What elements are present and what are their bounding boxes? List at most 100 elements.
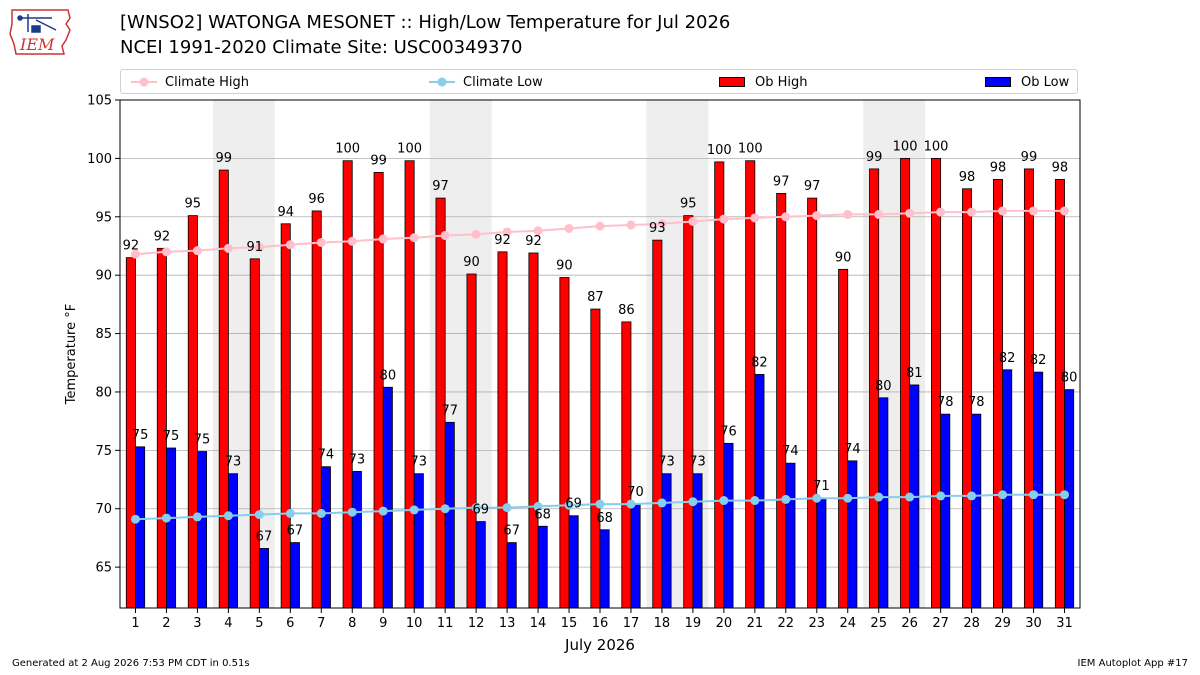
ob-high-label: 99 [1021, 150, 1038, 165]
climate-low-point [1029, 490, 1039, 500]
ob-high-label: 98 [1052, 160, 1069, 175]
climate-high-point [626, 220, 636, 230]
climate-high-point [750, 213, 760, 223]
x-tick-label: 18 [654, 616, 671, 631]
ob-low-bar [971, 413, 982, 609]
ob-low-label: 73 [411, 455, 428, 470]
ob-high-bar [776, 193, 787, 609]
climate-high-point [316, 237, 326, 247]
x-tick-label: 17 [623, 616, 640, 631]
ob-high-label: 91 [246, 240, 263, 255]
climate-low-point [161, 513, 171, 523]
ob-low-label: 67 [503, 524, 520, 539]
climate-high-point [440, 230, 450, 240]
y-axis-label: Temperature °F [64, 304, 79, 405]
ob-low-bar [413, 473, 424, 609]
y-tick-label: 105 [87, 94, 112, 109]
climate-lines [130, 206, 1070, 524]
ob-low-label: 76 [720, 424, 737, 439]
climate-high-point [936, 207, 946, 217]
ob-low-bar [289, 542, 300, 609]
logo-text: IEM [19, 35, 55, 54]
ob-low-bar [506, 542, 517, 609]
climate-high-point [285, 240, 295, 250]
ob-low-label: 69 [472, 503, 489, 518]
climate-high-point [812, 211, 822, 221]
ob-low-bar [568, 515, 579, 609]
ob-high-label: 99 [866, 150, 883, 165]
ob-high-label: 98 [959, 170, 976, 185]
x-tick-label: 6 [286, 616, 294, 631]
x-tick-label: 8 [348, 616, 356, 631]
x-tick-label: 13 [499, 616, 516, 631]
x-tick-label: 31 [1056, 616, 1073, 631]
ob-low-label: 75 [132, 428, 149, 443]
climate-high-point [595, 221, 605, 231]
ob-high-label: 97 [432, 179, 449, 194]
legend-item-climate-low: Climate Low [429, 73, 543, 91]
x-tick-label: 25 [870, 616, 887, 631]
climate-low-point [254, 510, 264, 520]
x-tick-label: 30 [1025, 616, 1042, 631]
ob-low-label: 69 [565, 497, 582, 512]
climate-low-point [347, 507, 357, 517]
climate-low-point [378, 506, 388, 516]
ob-high-bar [311, 210, 322, 609]
ob-low-bar [135, 446, 146, 609]
ob-low-label: 68 [534, 507, 551, 522]
ob-high-bar [992, 179, 1003, 609]
ob-low-bar [475, 521, 486, 609]
ob-high-label: 96 [308, 192, 325, 207]
climate-high-point [874, 209, 884, 219]
ob-low-bar [258, 548, 269, 609]
climate-high-point [719, 214, 729, 224]
ob-high-label: 100 [738, 142, 763, 157]
ob-high-label: 92 [494, 233, 511, 248]
climate-low-point [998, 490, 1008, 500]
x-tick-label: 28 [963, 616, 980, 631]
ob-low-label: 80 [1061, 371, 1078, 386]
climate-high-point [843, 209, 853, 219]
climate-low-point [533, 501, 543, 511]
x-tick-label: 15 [561, 616, 578, 631]
climate-low-point [843, 493, 853, 503]
ob-low-bar [940, 413, 951, 609]
climate-high-point [998, 206, 1008, 216]
climate-low-point [223, 511, 233, 521]
y-tick-label: 95 [95, 210, 112, 225]
ob-low-swatch-icon [985, 77, 1011, 87]
ob-low-bar [723, 442, 734, 609]
ob-high-swatch-icon [719, 77, 745, 87]
x-tick-label: 20 [716, 616, 733, 631]
climate-low-point [285, 508, 295, 518]
x-tick-label: 5 [255, 616, 263, 631]
x-tick-label: 10 [406, 616, 423, 631]
x-tick-label: 19 [685, 616, 702, 631]
x-tick-label: 22 [778, 616, 795, 631]
ob-low-bar [630, 503, 641, 609]
legend-label-ob-low: Ob Low [1021, 74, 1070, 90]
climate-low-point [1060, 490, 1070, 500]
ob-high-bar [528, 252, 539, 609]
ob-high-bar [1023, 168, 1034, 609]
ob-high-label: 99 [216, 151, 233, 166]
ob-high-label: 95 [680, 197, 697, 212]
ob-low-bar [754, 374, 765, 609]
ob-high-label: 90 [835, 250, 852, 265]
ob-low-label: 74 [782, 444, 799, 459]
climate-high-point [657, 219, 667, 229]
legend-label-ob-high: Ob High [755, 74, 808, 90]
ob-high-bar [652, 239, 663, 609]
climate-low-point [409, 505, 419, 515]
ob-high-bar [342, 160, 353, 609]
ob-high-label: 92 [154, 229, 171, 244]
x-tick-label: 21 [747, 616, 764, 631]
ob-high-bar [187, 215, 198, 609]
climate-low-point [874, 492, 884, 502]
x-tick-label: 4 [224, 616, 232, 631]
ob-low-bar [599, 529, 610, 609]
ob-high-label: 95 [185, 197, 202, 212]
ob-low-label: 71 [813, 479, 830, 494]
climate-high-point [533, 226, 543, 236]
